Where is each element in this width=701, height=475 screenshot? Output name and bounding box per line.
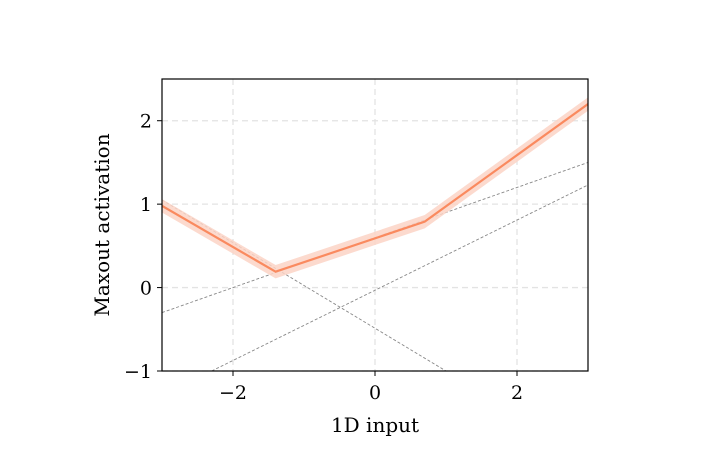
grid xyxy=(162,79,588,372)
x-axis-label: 1D input xyxy=(331,413,419,437)
x-tick-label: 2 xyxy=(511,382,523,404)
x-tick-label: 0 xyxy=(369,382,381,404)
y-tick-label: −1 xyxy=(124,361,152,383)
maxout-uncertainty-band xyxy=(162,97,588,279)
y-tick-label: 2 xyxy=(140,111,152,133)
axis-ticks: −2 0 2 −1 0 1 2 xyxy=(124,111,523,404)
y-tick-label: 0 xyxy=(140,278,152,300)
x-tick-label: −2 xyxy=(219,382,247,404)
maxout-curve xyxy=(162,103,588,273)
y-axis-label: Maxout activation xyxy=(90,133,114,316)
plot-lines xyxy=(162,97,588,371)
y-tick-label: 1 xyxy=(140,194,152,216)
